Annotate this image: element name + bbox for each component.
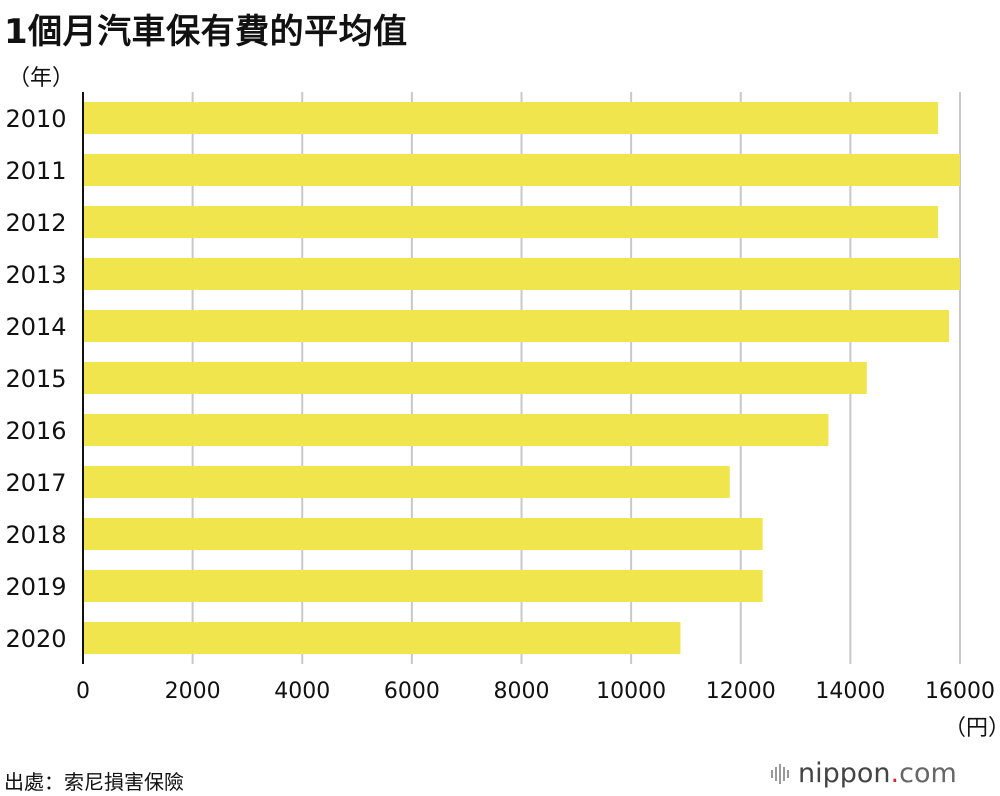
x-tick-label: 2000 [165, 679, 221, 704]
y-tick-label: 2015 [5, 365, 66, 393]
bar [83, 102, 939, 134]
y-tick-label: 2020 [5, 625, 66, 653]
y-tick-label: 2010 [5, 105, 66, 133]
brand-dot: . [890, 758, 900, 789]
y-tick-label: 2012 [5, 209, 66, 237]
bar [83, 570, 763, 602]
bar [83, 466, 730, 498]
x-tick-label: 10000 [596, 679, 666, 704]
x-tick-label: 12000 [706, 679, 776, 704]
bar [83, 362, 867, 394]
bar [83, 414, 829, 446]
bar [83, 518, 763, 550]
bar [83, 622, 681, 654]
x-tick-label: 6000 [384, 679, 440, 704]
y-tick-label: 2013 [5, 261, 66, 289]
y-tick-label: 2019 [5, 573, 66, 601]
y-tick-label: 2011 [5, 157, 66, 185]
bar [83, 310, 950, 342]
y-tick-label: 2017 [5, 469, 66, 497]
sound-bars-icon [771, 763, 789, 784]
y-tick-label: 2016 [5, 417, 66, 445]
brand-tld: com [899, 758, 957, 789]
bar [83, 154, 960, 186]
brand-logo: nippon.com [770, 758, 957, 789]
source-note: 出處：索尼損害保險 [4, 770, 184, 794]
y-tick-label: 2018 [5, 521, 66, 549]
y-axis-unit: （年） [8, 66, 75, 91]
bar [83, 206, 939, 238]
x-tick-label: 14000 [815, 679, 885, 704]
chart-title: 1個月汽車保有費的平均值 [4, 12, 408, 52]
x-tick-label: 0 [76, 679, 90, 704]
x-tick-label: 16000 [925, 679, 995, 704]
bar [83, 258, 960, 290]
x-tick-label: 8000 [494, 679, 550, 704]
x-tick-label: 4000 [274, 679, 330, 704]
x-axis-unit: （円） [944, 716, 1000, 741]
brand-name: nippon [798, 758, 891, 789]
y-tick-label: 2014 [5, 313, 66, 341]
bar-chart: 0 2000 4000 6000 8000 10000 12000 14000 16000 201… [5, 92, 995, 704]
